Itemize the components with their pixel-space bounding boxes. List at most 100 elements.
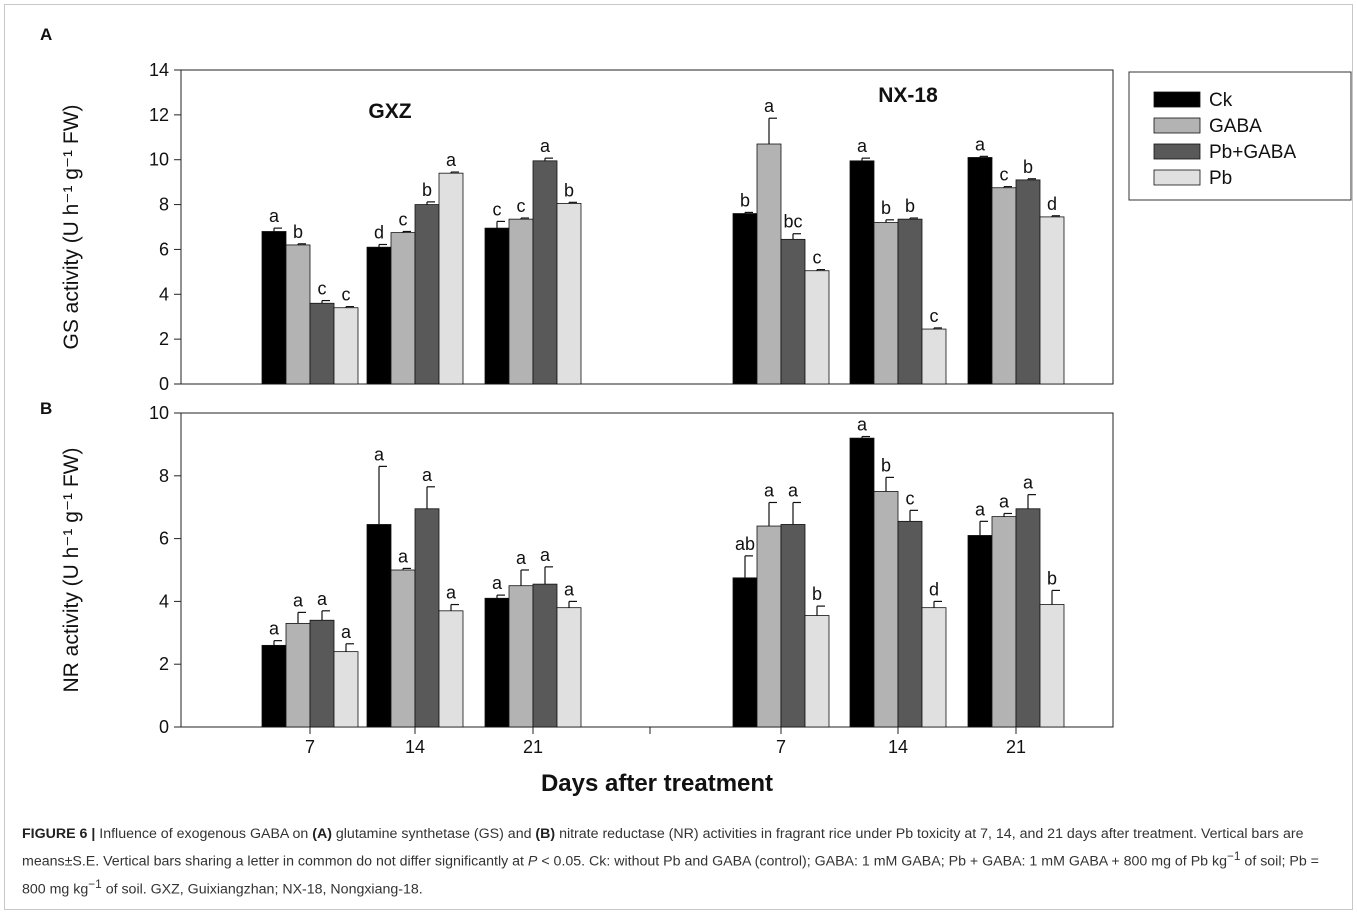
figure-frame	[4, 4, 1353, 910]
significance-letter-A: a	[764, 96, 775, 116]
bar-B-NX-18-14-Pb+GABA	[897, 520, 923, 728]
caption-figure-label: FIGURE 6 |	[22, 826, 96, 842]
significance-letter-B: a	[341, 622, 352, 642]
bar-B-NX-18-7-Ck	[732, 577, 758, 728]
bar-A-GXZ-21-Pb	[556, 203, 582, 385]
bar-B-NX-18-21-Ck	[967, 535, 993, 728]
significance-letter-A: bc	[783, 212, 802, 232]
bar-A-GXZ-21-Ck	[484, 227, 510, 385]
y-tick-label-B: 2	[159, 654, 169, 674]
y-tick-label-A: 6	[159, 239, 169, 259]
significance-letter-B: a	[1023, 473, 1034, 493]
bar-B-GXZ-14-Pb	[438, 610, 464, 728]
bar-A-NX-18-7-GABA	[756, 143, 782, 385]
legend-swatch-GABA	[1153, 117, 1201, 134]
bar-B-NX-18-14-Ck	[849, 437, 875, 728]
significance-letter-A: b	[1023, 157, 1033, 177]
bar-A-NX-18-14-Pb+GABA	[897, 218, 923, 385]
bar-A-NX-18-14-Pb	[921, 328, 947, 385]
bar-B-GXZ-21-GABA	[508, 585, 534, 728]
bar-A-GXZ-14-Pb	[438, 172, 464, 385]
y-tick-label-A: 2	[159, 329, 169, 349]
bar-B-GXZ-21-Ck	[484, 597, 510, 728]
significance-letter-A: b	[905, 196, 915, 216]
figure-caption: FIGURE 6 | Influence of exogenous GABA o…	[22, 823, 1338, 900]
significance-letter-B: a	[422, 465, 433, 485]
legend-label-Ck: Ck	[1209, 90, 1233, 111]
legend-label-Pb+GABA: Pb+GABA	[1209, 142, 1296, 163]
legend-label-GABA: GABA	[1209, 116, 1262, 137]
significance-letter-A: c	[517, 196, 526, 216]
bar-B-GXZ-21-Pb+GABA	[532, 583, 558, 728]
bar-A-GXZ-7-Pb+GABA	[309, 302, 335, 385]
legend-swatch-Pb	[1153, 169, 1201, 186]
significance-letter-A: c	[399, 209, 408, 229]
significance-letter-A: c	[813, 248, 822, 268]
x-tick-label: 21	[523, 737, 543, 757]
bar-A-GXZ-7-Pb	[333, 307, 359, 385]
bar-A-NX-18-14-Ck	[849, 160, 875, 385]
bar-A-NX-18-7-Ck	[732, 213, 758, 385]
y-tick-label-B: 6	[159, 529, 169, 549]
significance-letter-B: a	[374, 444, 385, 464]
significance-letter-B: a	[516, 548, 527, 568]
significance-letter-A: c	[342, 285, 351, 305]
x-tick-label: 21	[1006, 737, 1026, 757]
bar-B-NX-18-7-GABA	[756, 525, 782, 728]
bar-A-NX-18-21-Pb+GABA	[1015, 179, 1041, 385]
plot-frame-B	[180, 412, 1114, 728]
significance-letter-B: b	[881, 455, 891, 475]
bar-B-GXZ-7-GABA	[285, 622, 311, 728]
significance-letter-A: c	[493, 199, 502, 219]
caption-p-symbol: P	[527, 853, 538, 870]
bar-A-NX-18-21-Ck	[967, 157, 993, 385]
y-tick-label-A: 14	[149, 60, 169, 80]
bar-B-GXZ-7-Pb+GABA	[309, 619, 335, 728]
bar-B-NX-18-7-Pb	[804, 615, 830, 728]
bar-A-GXZ-21-Pb+GABA	[532, 160, 558, 385]
bar-A-NX-18-14-GABA	[873, 222, 899, 385]
bar-B-GXZ-14-Ck	[366, 524, 392, 728]
significance-letter-B: d	[929, 579, 939, 599]
significance-letter-B: c	[906, 488, 915, 508]
y-axis-label-A: GS activity (U h⁻¹ g⁻¹ FW)	[60, 104, 83, 349]
significance-letter-A: d	[374, 222, 384, 242]
significance-letter-B: a	[269, 619, 280, 639]
significance-letter-A: a	[975, 134, 986, 154]
caption-text-5: of soil; Pb = 800 mg kg	[22, 853, 1319, 898]
bar-B-GXZ-14-GABA	[390, 569, 416, 728]
bar-B-GXZ-7-Pb	[333, 651, 359, 728]
bar-A-GXZ-14-Ck	[366, 246, 392, 385]
significance-letter-B: a	[317, 589, 328, 609]
significance-letter-A: a	[540, 136, 551, 156]
caption-text-3: nitrate reductase (NR) activities in fra…	[22, 826, 1304, 870]
significance-letter-A: d	[1047, 194, 1057, 214]
significance-letter-B: a	[293, 590, 304, 610]
significance-letter-A: c	[930, 306, 939, 326]
group-label-nx18: NX-18	[878, 84, 938, 107]
x-tick-label: 7	[305, 737, 315, 757]
y-tick-label-B: 4	[159, 591, 169, 611]
significance-letter-B: a	[398, 546, 409, 566]
significance-letter-B: b	[812, 584, 822, 604]
significance-letter-A: b	[881, 198, 891, 218]
y-tick-label-B: 8	[159, 466, 169, 486]
bar-A-NX-18-7-Pb+GABA	[780, 238, 806, 385]
caption-sup-2: −1	[88, 876, 102, 891]
legend-swatch-Ck	[1153, 91, 1201, 108]
bar-A-GXZ-14-GABA	[390, 232, 416, 385]
significance-letter-A: a	[446, 150, 457, 170]
x-axis-label: Days after treatment	[541, 770, 773, 797]
y-tick-label-A: 8	[159, 195, 169, 215]
bar-A-GXZ-21-GABA	[508, 218, 534, 385]
caption-bold-a: (A)	[312, 826, 332, 842]
significance-letter-B: a	[999, 491, 1010, 511]
x-tick-label: 14	[405, 737, 425, 757]
bar-B-NX-18-21-Pb	[1039, 604, 1065, 728]
bar-B-GXZ-7-Ck	[261, 644, 287, 728]
significance-letter-A: b	[740, 190, 750, 210]
bar-A-GXZ-7-Ck	[261, 231, 287, 385]
caption-text-6: of soil. GXZ, Guixiangzhan; NX-18, Nongx…	[101, 881, 423, 898]
significance-letter-A: a	[857, 136, 868, 156]
